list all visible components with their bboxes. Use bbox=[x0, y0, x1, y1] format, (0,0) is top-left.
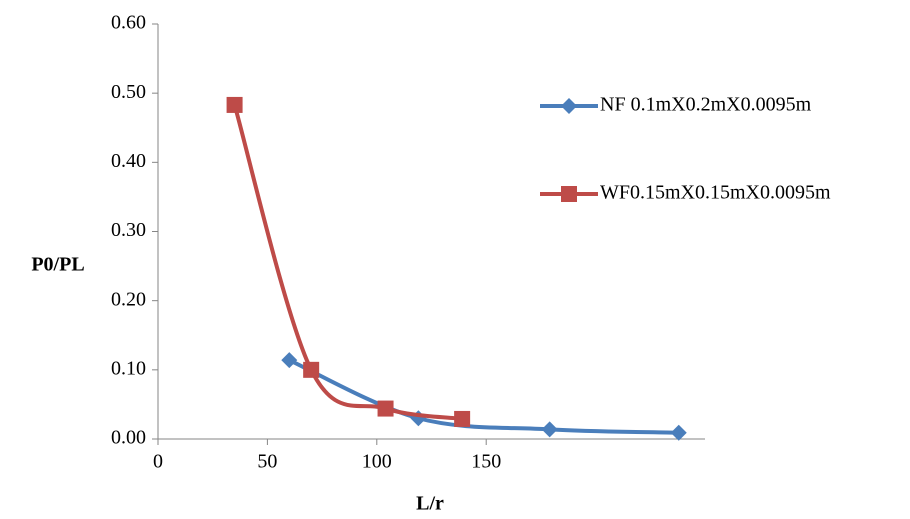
legend-marker bbox=[561, 186, 577, 202]
x-axis-label: L/r bbox=[416, 493, 444, 515]
legend-label: WF0.15mX0.15mX0.0095m bbox=[600, 182, 831, 204]
y-tick-label: 0.20 bbox=[111, 288, 146, 310]
x-tick-label: 100 bbox=[362, 451, 392, 473]
y-tick-label: 0.00 bbox=[111, 427, 146, 449]
y-axis-label: P0/PL bbox=[31, 254, 84, 276]
y-tick-label: 0.60 bbox=[111, 12, 146, 34]
data-point bbox=[281, 352, 298, 369]
data-point bbox=[670, 424, 687, 441]
y-tick-label: 0.50 bbox=[111, 81, 146, 103]
x-tick-label: 50 bbox=[257, 451, 277, 473]
data-point bbox=[541, 421, 558, 438]
legend-label: NF 0.1mX0.2mX0.0095m bbox=[600, 94, 812, 116]
data-point bbox=[454, 410, 471, 427]
y-tick-label: 0.10 bbox=[111, 357, 146, 379]
data-point bbox=[377, 400, 394, 417]
y-tick-label: 0.30 bbox=[111, 219, 146, 241]
series-line bbox=[288, 358, 679, 435]
series-line bbox=[232, 104, 463, 421]
legend-marker bbox=[561, 98, 577, 114]
y-tick-label: 0.40 bbox=[111, 150, 146, 172]
data-point bbox=[303, 361, 320, 378]
data-point bbox=[226, 96, 243, 113]
x-tick-label: 0 bbox=[153, 451, 163, 473]
x-tick-label: 150 bbox=[471, 451, 501, 473]
